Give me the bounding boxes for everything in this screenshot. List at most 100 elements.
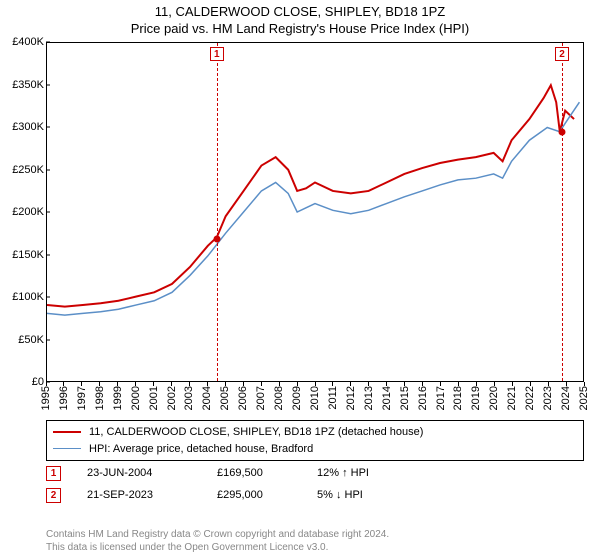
x-tick-mark <box>422 382 423 386</box>
marker-table-date: 23-JUN-2004 <box>87 467 217 479</box>
x-tick-label: 2001 <box>148 386 160 410</box>
x-tick-label: 2012 <box>345 386 357 410</box>
footer-line-1: Contains HM Land Registry data © Crown c… <box>46 528 389 541</box>
x-tick-mark <box>117 382 118 386</box>
y-tick-label: £350K <box>12 79 44 91</box>
x-tick-mark <box>189 382 190 386</box>
page-subtitle: Price paid vs. HM Land Registry's House … <box>0 21 600 40</box>
marker-table-price: £169,500 <box>217 467 317 479</box>
y-tick-mark <box>46 297 50 298</box>
x-tick-mark <box>243 382 244 386</box>
series-line-hpi <box>47 102 579 315</box>
x-tick-label: 2011 <box>327 386 339 410</box>
y-tick-mark <box>46 382 50 383</box>
x-tick-mark <box>171 382 172 386</box>
x-tick-label: 2015 <box>399 386 411 410</box>
x-tick-mark <box>530 382 531 386</box>
x-tick-mark <box>261 382 262 386</box>
y-tick-label: £400K <box>12 36 44 48</box>
x-tick-label: 2004 <box>201 386 213 410</box>
x-tick-label: 2006 <box>237 386 249 410</box>
x-tick-label: 2018 <box>452 386 464 410</box>
x-tick-label: 2000 <box>130 386 142 410</box>
legend-swatch <box>53 431 81 433</box>
x-tick-label: 2021 <box>506 386 518 410</box>
x-tick-mark <box>386 382 387 386</box>
marker-table-num: 1 <box>46 466 61 481</box>
marker-table-pct: 12% ↑ HPI <box>317 467 417 479</box>
x-tick-label: 2003 <box>183 386 195 410</box>
marker-dot <box>213 235 220 242</box>
chart-plot-area: 12 <box>46 42 584 382</box>
x-tick-mark <box>332 382 333 386</box>
legend-box: 11, CALDERWOOD CLOSE, SHIPLEY, BD18 1PZ … <box>46 420 584 461</box>
x-tick-mark <box>566 382 567 386</box>
x-tick-label: 2019 <box>470 386 482 410</box>
x-tick-mark <box>315 382 316 386</box>
x-tick-mark <box>458 382 459 386</box>
x-tick-mark <box>404 382 405 386</box>
x-tick-label: 2005 <box>219 386 231 410</box>
x-tick-label: 2002 <box>166 386 178 410</box>
x-tick-label: 2023 <box>542 386 554 410</box>
y-tick-label: £300K <box>12 121 44 133</box>
legend-label: 11, CALDERWOOD CLOSE, SHIPLEY, BD18 1PZ … <box>89 424 423 441</box>
marker-number-box: 1 <box>210 47 224 61</box>
x-tick-label: 1999 <box>112 386 124 410</box>
y-tick-mark <box>46 212 50 213</box>
x-tick-mark <box>46 382 47 386</box>
x-tick-mark <box>440 382 441 386</box>
y-tick-mark <box>46 169 50 170</box>
x-tick-label: 2014 <box>381 386 393 410</box>
legend-row: 11, CALDERWOOD CLOSE, SHIPLEY, BD18 1PZ … <box>53 424 577 441</box>
x-tick-label: 2017 <box>435 386 447 410</box>
chart-lines-svg <box>47 43 583 381</box>
x-tick-label: 1997 <box>76 386 88 410</box>
marker-table-price: £295,000 <box>217 489 317 501</box>
x-tick-label: 2007 <box>255 386 267 410</box>
marker-number-box: 2 <box>555 47 569 61</box>
x-tick-mark <box>512 382 513 386</box>
x-tick-label: 2020 <box>488 386 500 410</box>
x-tick-mark <box>584 382 585 386</box>
marker-table-date: 21-SEP-2023 <box>87 489 217 501</box>
x-tick-label: 2024 <box>560 386 572 410</box>
y-tick-mark <box>46 127 50 128</box>
x-tick-mark <box>297 382 298 386</box>
x-tick-mark <box>548 382 549 386</box>
x-tick-mark <box>350 382 351 386</box>
y-tick-label: £150K <box>12 249 44 261</box>
y-tick-mark <box>46 42 50 43</box>
y-tick-mark <box>46 339 50 340</box>
x-tick-mark <box>476 382 477 386</box>
marker-table: 1 23-JUN-2004£169,50012% ↑ HPI 2 21-SEP-202… <box>46 462 417 506</box>
x-tick-mark <box>494 382 495 386</box>
x-tick-mark <box>368 382 369 386</box>
marker-table-pct: 5% ↓ HPI <box>317 489 417 501</box>
y-tick-mark <box>46 84 50 85</box>
x-tick-mark <box>99 382 100 386</box>
x-tick-label: 1998 <box>94 386 106 410</box>
y-tick-label: £250K <box>12 164 44 176</box>
x-tick-mark <box>63 382 64 386</box>
y-tick-label: £200K <box>12 206 44 218</box>
x-tick-label: 2010 <box>309 386 321 410</box>
marker-table-num: 2 <box>46 488 61 503</box>
marker-dot <box>559 129 566 136</box>
marker-table-row: 2 21-SEP-2023£295,0005% ↓ HPI <box>46 484 417 506</box>
x-tick-label: 2008 <box>273 386 285 410</box>
legend-label: HPI: Average price, detached house, Brad… <box>89 441 313 458</box>
x-tick-label: 1995 <box>40 386 52 410</box>
marker-vline <box>217 43 218 381</box>
x-tick-label: 1996 <box>58 386 70 410</box>
y-tick-mark <box>46 254 50 255</box>
x-tick-label: 2022 <box>524 386 536 410</box>
x-tick-label: 2025 <box>578 386 590 410</box>
legend-row: HPI: Average price, detached house, Brad… <box>53 441 577 458</box>
chart-container: 11, CALDERWOOD CLOSE, SHIPLEY, BD18 1PZ … <box>0 0 600 560</box>
y-tick-label: £50K <box>18 334 44 346</box>
x-tick-mark <box>279 382 280 386</box>
legend-swatch <box>53 448 81 449</box>
series-line-property <box>47 85 574 306</box>
x-tick-label: 2009 <box>291 386 303 410</box>
